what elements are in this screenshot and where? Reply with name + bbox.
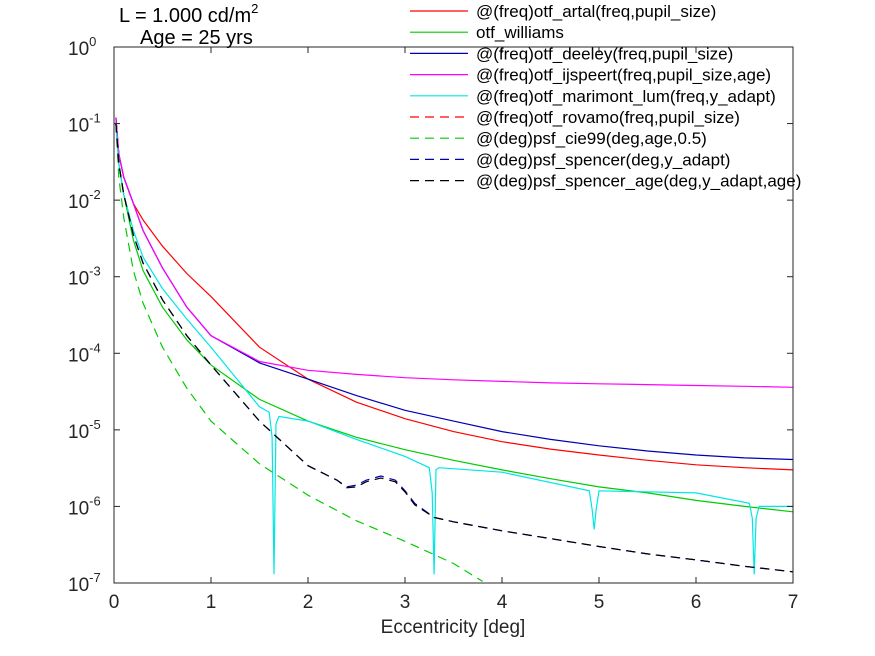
legend-entry-label: otf_williams — [476, 23, 564, 42]
chart-title: L = 1.000 cd/m2 Age = 25 yrs — [119, 1, 258, 49]
legend-entry-label: @(deg)psf_spencer_age(deg,y_adapt,age) — [476, 172, 801, 191]
x-tick-label: 4 — [497, 592, 508, 613]
legend-entry-label: @(freq)otf_deeley(freq,pupil_size) — [476, 44, 733, 63]
legend-entry-label: @(freq)otf_ijspeert(freq,pupil_size,age) — [476, 66, 771, 85]
x-tick-label: 5 — [594, 592, 605, 613]
plot-area-background — [114, 47, 793, 583]
x-tick-label: 1 — [206, 592, 217, 613]
y-axis: 100 10-1 10-2 10-3 10-4 10-5 10-6 10-7 — [68, 34, 793, 596]
series-line-3 — [115, 117, 794, 388]
x-axis-label: Eccentricity [deg] — [381, 617, 526, 638]
x-axis: 0 1 2 3 4 5 6 7 — [109, 47, 799, 613]
x-tick-label: 0 — [109, 592, 120, 613]
y-tick-label: 10-4 — [68, 340, 101, 366]
y-tick-label: 10-6 — [68, 493, 101, 519]
legend-entry-label: @(deg)psf_cie99(deg,age,0.5) — [476, 129, 707, 148]
y-tick-label: 10-2 — [68, 187, 101, 213]
x-tick-label: 3 — [400, 592, 411, 613]
title-age: Age = 25 yrs — [140, 27, 253, 49]
title-luminance: L = 1.000 cd/m2 — [119, 1, 258, 27]
y-tick-label: 10-7 — [68, 570, 101, 596]
legend-entry-label: @(deg)psf_spencer(deg,y_adapt) — [476, 150, 730, 169]
x-tick-label: 6 — [691, 592, 702, 613]
legend-entry-label: @(freq)otf_marimont_lum(freq,y_adapt) — [476, 87, 776, 106]
title-luminance-text: L = 1.000 cd/m — [119, 5, 251, 27]
legend: @(freq)otf_artal(freq,pupil_size) otf_wil… — [410, 2, 801, 191]
x-tick-label: 7 — [788, 592, 799, 613]
y-tick-label: 100 — [68, 34, 96, 60]
x-tick-label: 2 — [303, 592, 314, 613]
plot-area-frame — [113, 46, 794, 584]
series-line-4 — [115, 123, 793, 575]
y-tick-label: 10-5 — [68, 417, 101, 443]
title-luminance-superscript: 2 — [251, 1, 258, 16]
legend-entry-label: @(freq)otf_rovamo(freq,pupil_size) — [476, 108, 740, 127]
series-layer — [115, 117, 794, 582]
y-tick-label: 10-1 — [68, 111, 101, 137]
y-tick-label: 10-3 — [68, 264, 101, 290]
series-line-8 — [115, 123, 794, 573]
legend-entry-label: @(freq)otf_artal(freq,pupil_size) — [476, 2, 716, 21]
